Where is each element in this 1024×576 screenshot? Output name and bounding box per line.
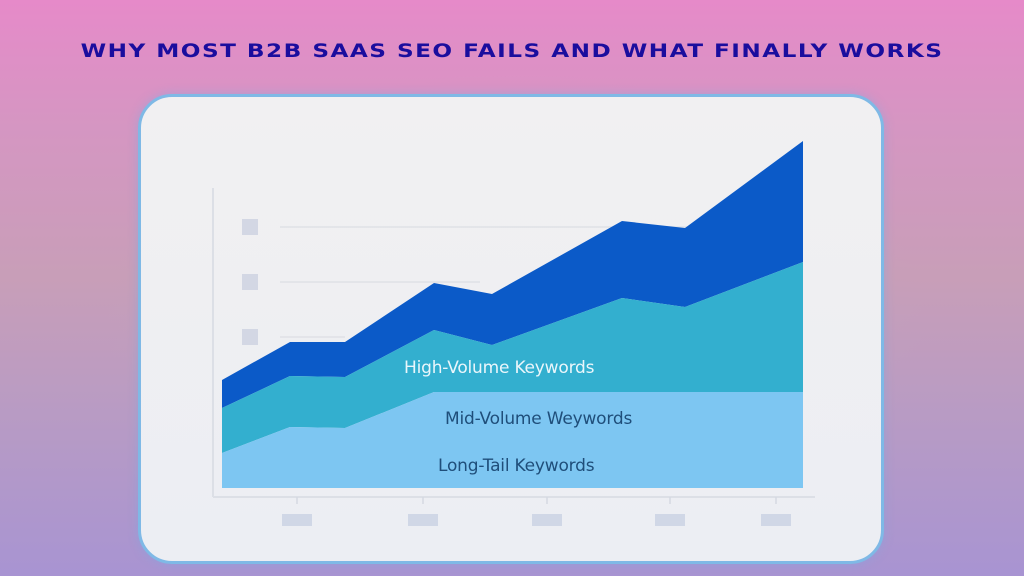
y-tick-placeholder xyxy=(242,329,258,345)
y-tick-placeholder xyxy=(242,219,258,235)
area-mid-volume xyxy=(222,262,803,453)
y-tick-placeholder xyxy=(242,274,258,290)
page-title: WHY MOST B2B SAAS SEO FAILS AND WHAT FIN… xyxy=(80,40,944,62)
x-tick-placeholder xyxy=(655,514,685,526)
label-long-tail: Long-Tail Keywords xyxy=(438,456,595,476)
label-mid-volume: Mid-Volume Weywords xyxy=(445,409,633,429)
area-high-volume xyxy=(222,141,803,408)
area-long-tail xyxy=(222,392,803,488)
x-tick-placeholder xyxy=(282,514,312,526)
x-tick-placeholder xyxy=(532,514,562,526)
x-tick-placeholder xyxy=(761,514,791,526)
x-tick-marks xyxy=(296,497,777,504)
x-tick-placeholder xyxy=(408,514,438,526)
label-high-volume: High-Volume Keywords xyxy=(404,358,595,378)
